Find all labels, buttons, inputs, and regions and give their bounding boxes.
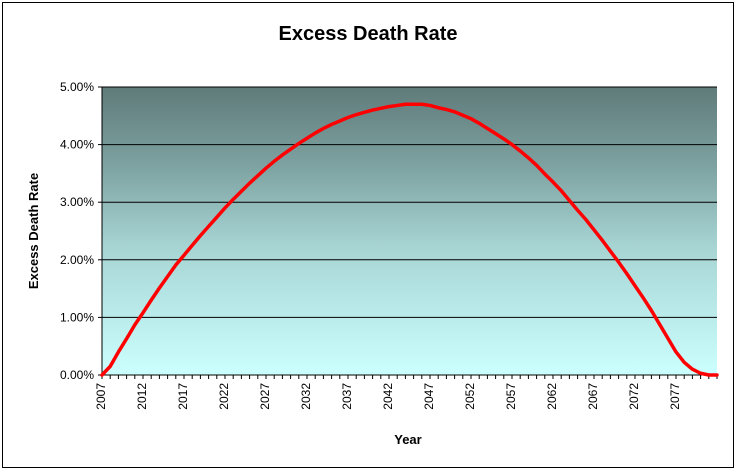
y-tick-label: 3.00%: [60, 195, 94, 209]
y-tick-label: 5.00%: [60, 80, 94, 94]
x-tick-label: 2032: [299, 383, 313, 410]
y-tick-label: 0.00%: [60, 368, 94, 382]
plot-area: [102, 87, 717, 375]
x-tick-label: 2017: [176, 383, 190, 410]
y-axis-ticks: 0.00% 1.00% 2.00% 3.00% 4.00% 5.00%: [60, 80, 102, 382]
x-axis-label: Year: [394, 432, 421, 447]
x-tick-label: 2077: [668, 383, 682, 410]
x-tick-label: 2057: [504, 383, 518, 410]
y-tick-label: 4.00%: [60, 138, 94, 152]
x-tick-label: 2037: [340, 383, 354, 410]
excess-death-rate-line: [100, 102, 719, 377]
x-tick-label: 2062: [545, 383, 559, 410]
y-tick-label: 1.00%: [60, 310, 94, 324]
x-tick-label: 2047: [422, 383, 436, 410]
x-tick-label: 2027: [258, 383, 272, 410]
x-axis-ticks: 2007 2012 2017 2022 2027 2032 2037 2042 2047 2052…: [94, 375, 718, 410]
chart-title: Excess Death Rate: [279, 23, 458, 45]
x-tick-label: 2072: [627, 383, 641, 410]
x-tick-label: 2007: [94, 383, 108, 410]
x-tick-label: 2067: [586, 383, 600, 410]
x-tick-label: 2052: [463, 383, 477, 410]
x-tick-label: 2012: [135, 383, 149, 410]
y-axis-label: Excess Death Rate: [26, 173, 41, 289]
y-tick-label: 2.00%: [60, 253, 94, 267]
x-tick-label: 2042: [381, 383, 395, 410]
x-tick-label: 2022: [217, 383, 231, 410]
